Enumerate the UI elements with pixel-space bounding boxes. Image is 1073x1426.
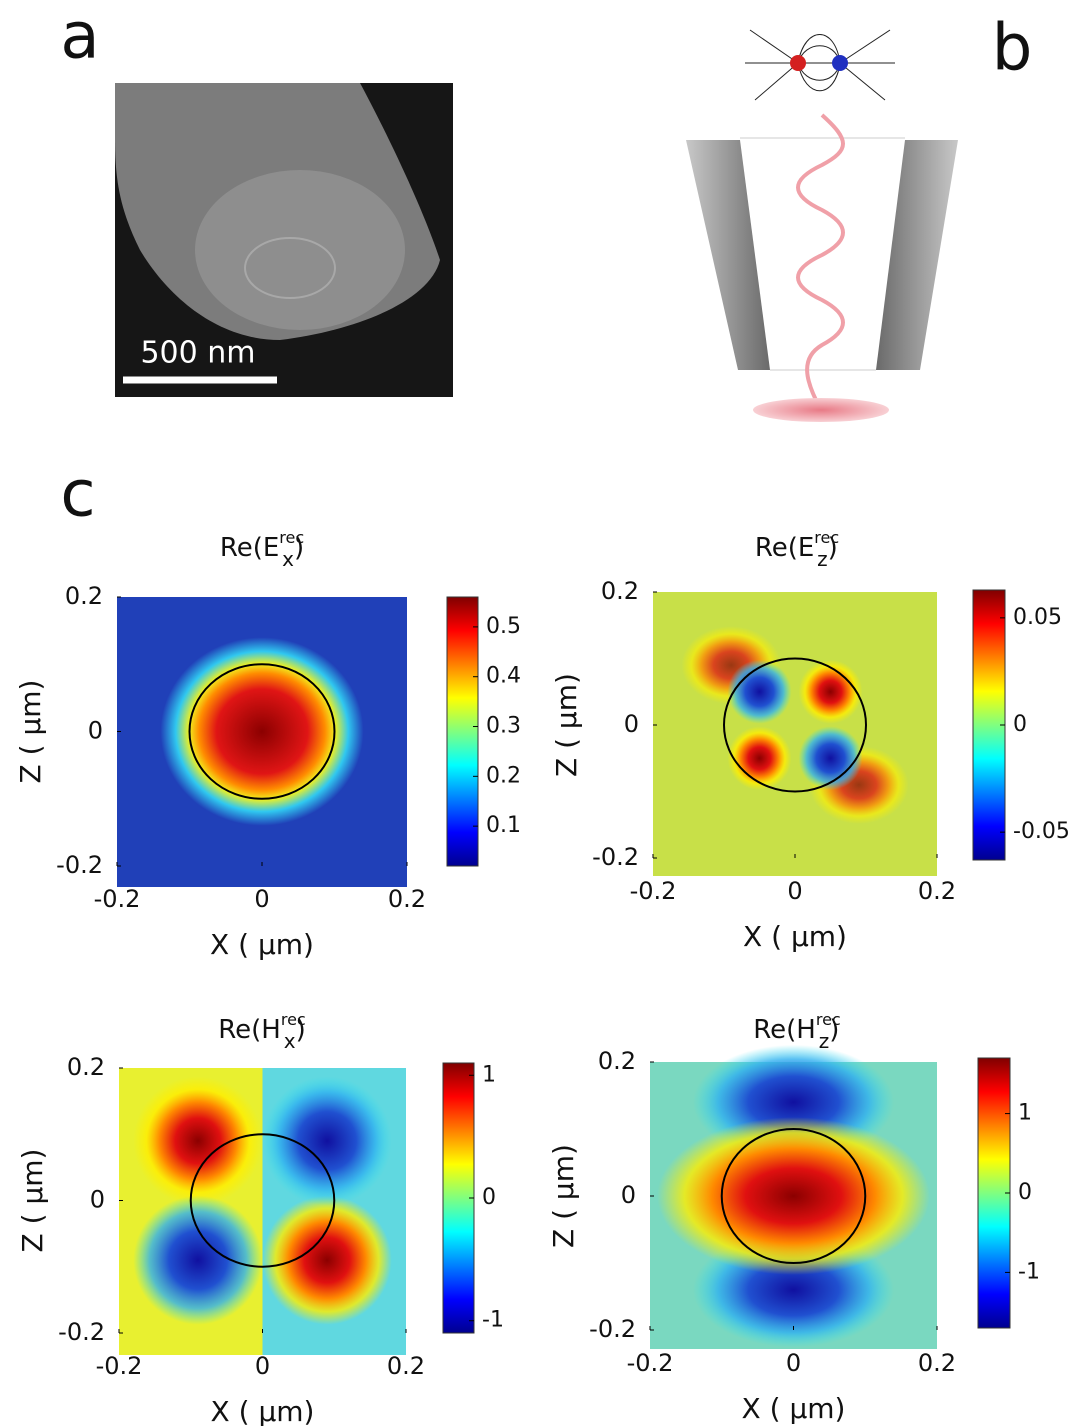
x-tick-label: -0.2 [96, 1352, 143, 1380]
title-sup: rec [279, 528, 304, 547]
colorbar-tick-label: 0.1 [486, 813, 521, 838]
x-tick-label: 0 [787, 877, 802, 905]
outline-circle [188, 663, 336, 800]
y-axis-label: Z ( µm) [550, 673, 583, 777]
heatmap-lobe [262, 1076, 392, 1206]
panel-label: b [992, 12, 1033, 86]
y-tick-label: -0.2 [589, 1315, 636, 1343]
panel-label: c [60, 458, 95, 532]
y-tick-label: 0.2 [601, 577, 639, 605]
heatmap [653, 592, 937, 876]
x-tick-label: 0 [786, 1349, 801, 1377]
colorbar-tick-label: 1 [482, 1062, 496, 1087]
colorbar [446, 596, 479, 867]
colorbar [442, 1062, 475, 1334]
x-tick-label: 0.2 [918, 1349, 956, 1377]
colorbar-tick-label: 0.05 [1013, 605, 1062, 630]
x-tick-label: 0 [254, 885, 269, 913]
heatmap [119, 1068, 406, 1355]
heatmap-lobe [727, 659, 792, 724]
heatmap-lobe [727, 726, 792, 791]
y-tick-label: 0.2 [598, 1047, 636, 1075]
x-tick-label: -0.2 [94, 885, 141, 913]
title-base: Re(E [755, 533, 814, 563]
heatmap-lobe [798, 726, 863, 791]
heatmap-lobe [133, 1195, 263, 1325]
colorbar-tick-label: -1 [1018, 1259, 1040, 1284]
heatmap-lobe [657, 1117, 930, 1275]
heatmap-lobe [798, 659, 863, 724]
x-axis-label: X ( µm) [743, 920, 847, 953]
title-sub: x [282, 547, 294, 571]
y-tick-label: 0 [90, 1186, 105, 1214]
y-axis-label: Z ( µm) [547, 1144, 580, 1248]
colorbar-tick-label: 0.5 [486, 614, 521, 639]
y-tick-label: -0.2 [58, 1318, 105, 1346]
y-tick-label: 0 [624, 710, 639, 738]
colorbar-tick-label: 0 [1013, 712, 1027, 737]
title-sub: z [817, 547, 828, 571]
x-tick-label: 0.2 [918, 877, 956, 905]
title-close: ) [294, 533, 304, 563]
x-tick-label: -0.2 [627, 1349, 674, 1377]
colorbar-tick-label: 0.3 [486, 714, 521, 739]
x-axis-label: X ( µm) [742, 1392, 846, 1425]
x-axis-label: X ( µm) [211, 1395, 315, 1426]
title-close: ) [296, 1015, 306, 1045]
scale-bar-label: 500 nm [140, 336, 255, 371]
y-tick-label: 0.2 [67, 1053, 105, 1081]
colorbar-tick-label: 0 [1018, 1180, 1032, 1205]
colorbar-tick-label: 1 [1018, 1101, 1032, 1126]
heatmap-lobe [262, 1195, 392, 1325]
x-axis-label: X ( µm) [210, 928, 314, 961]
outline-circle [189, 1133, 336, 1268]
heatmap [650, 1044, 937, 1349]
x-tick-label: 0.2 [387, 1352, 425, 1380]
plot-title: Re(Erec x) [220, 528, 304, 571]
title-base: Re(H [753, 1015, 816, 1045]
x-tick-label: -0.2 [630, 877, 677, 905]
heatmap-lobe [133, 1076, 263, 1206]
y-tick-label: -0.2 [592, 843, 639, 871]
y-tick-label: -0.2 [56, 851, 103, 879]
heatmap-field [160, 637, 364, 826]
title-base: Re(E [220, 533, 279, 563]
colorbar-tick-label: 0 [482, 1185, 496, 1210]
plot-title: Re(Hrec z) [753, 1010, 840, 1053]
colorbar-tick-label: -1 [482, 1308, 504, 1333]
title-sup: rec [281, 1010, 306, 1029]
title-close: ) [829, 1015, 839, 1045]
colorbar-tick-label: -0.05 [1013, 819, 1070, 844]
outline-circle [723, 657, 867, 793]
y-axis-label: Z ( µm) [16, 1149, 49, 1253]
heatmap [117, 597, 407, 887]
outline-circle [720, 1128, 867, 1264]
colorbar [977, 1057, 1011, 1329]
probe-schematic [686, 29, 958, 422]
x-tick-label: 0.2 [388, 885, 426, 913]
y-tick-label: 0 [621, 1181, 636, 1209]
title-sup: rec [814, 528, 839, 547]
y-tick-label: 0.2 [65, 582, 103, 610]
title-base: Re(H [218, 1015, 281, 1045]
title-sub: z [819, 1029, 830, 1053]
panel-label: a [60, 0, 99, 74]
colorbar-tick-label: 0.2 [486, 763, 521, 788]
title-close: ) [828, 533, 838, 563]
colorbar-tick-label: 0.4 [486, 664, 521, 689]
sem-image: 500 nm [115, 83, 453, 397]
plot-title: Re(Erec z) [755, 528, 839, 571]
plot-title: Re(Hrec x) [218, 1010, 305, 1053]
title-sub: x [284, 1029, 296, 1053]
title-sup: rec [816, 1010, 841, 1029]
x-tick-label: 0 [255, 1352, 270, 1380]
y-axis-label: Z ( µm) [14, 680, 47, 784]
heatmap-bg [653, 592, 937, 876]
colorbar [972, 589, 1006, 861]
y-tick-label: 0 [88, 717, 103, 745]
